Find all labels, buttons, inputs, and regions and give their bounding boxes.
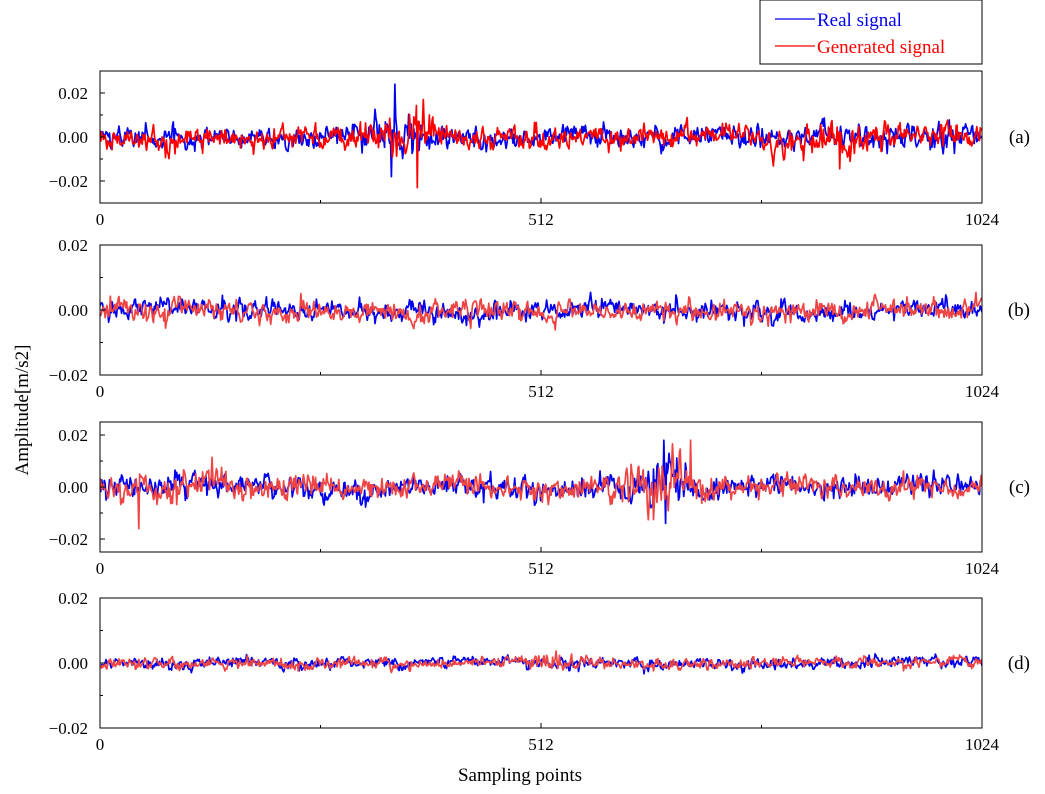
x-tick-label-a: 1024 (965, 210, 1000, 229)
x-tick-label-d: 0 (96, 735, 105, 754)
panel-d: 0 512 1024 0.02 0.00 −0.02 (d) (49, 589, 1030, 754)
x-tick-label-c: 1024 (965, 559, 1000, 578)
y-tick-label-c: 0.00 (58, 478, 88, 497)
y-tick-label-b: 0.02 (58, 236, 88, 255)
legend-label-real: Real signal (817, 10, 902, 31)
y-axis-title: Amplitude[m/s2] (12, 345, 33, 476)
panel-c: 0 512 1024 0.02 0.00 −0.02 (c) (49, 421, 1030, 578)
legend-label-generated: Generated signal (817, 37, 945, 58)
series-line-generated-c (100, 439, 982, 530)
series-line-generated-a (100, 98, 982, 189)
x-tick-label-c: 0 (96, 559, 105, 578)
y-tick-label-b: −0.02 (49, 366, 88, 385)
y-tick-label-a: 0.00 (58, 128, 88, 147)
x-tick-label-a: 512 (528, 210, 554, 229)
y-tick-label-d: −0.02 (49, 719, 88, 738)
series-line-generated-b (100, 291, 982, 331)
series-line-generated-d (100, 650, 982, 674)
panel-b: 0 512 1024 0.02 0.00 −0.02 (b) (49, 236, 1030, 401)
x-tick-label-b: 0 (96, 382, 105, 401)
y-tick-label-d: 0.02 (58, 589, 88, 608)
panel-label-c: (c) (1009, 477, 1030, 498)
x-tick-label-d: 1024 (965, 735, 1000, 754)
legend: Real signal Generated signal (759, 0, 983, 65)
y-tick-label-b: 0.00 (58, 301, 88, 320)
panel-a: 0 512 1024 0.02 0.00 −0.02 (a) (49, 70, 1030, 229)
y-tick-label-a: −0.02 (49, 172, 88, 191)
legend-frame (759, 0, 983, 65)
y-tick-label-a: 0.02 (58, 84, 88, 103)
y-tick-label-d: 0.00 (58, 654, 88, 673)
x-tick-label-a: 0 (96, 210, 105, 229)
panel-label-a: (a) (1009, 127, 1030, 148)
y-tick-label-c: 0.02 (58, 426, 88, 445)
series-line-real-a (100, 83, 982, 178)
y-tick-label-c: −0.02 (49, 530, 88, 549)
panel-label-d: (d) (1008, 653, 1030, 674)
x-axis-title: Sampling points (458, 765, 582, 786)
x-tick-label-b: 512 (528, 382, 554, 401)
x-tick-label-c: 512 (528, 559, 554, 578)
panel-label-b: (b) (1008, 300, 1030, 321)
x-tick-label-d: 512 (528, 735, 554, 754)
x-tick-label-b: 1024 (965, 382, 1000, 401)
